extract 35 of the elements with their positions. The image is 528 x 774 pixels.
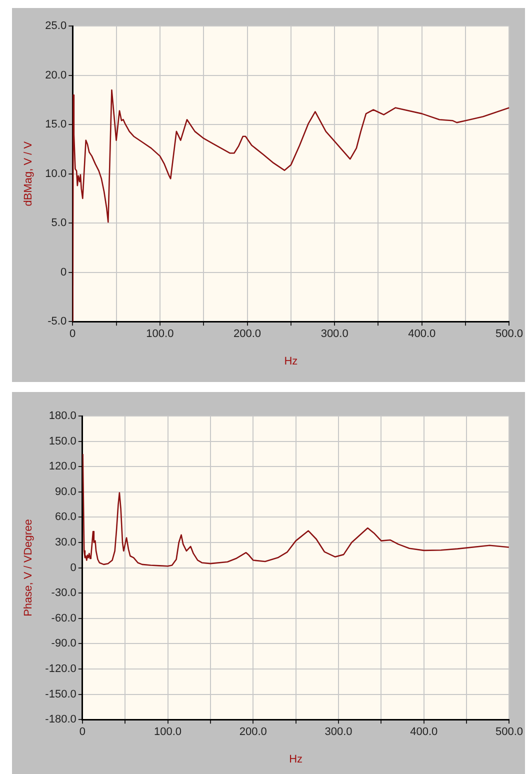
x-tick-label: 200.0 [239,726,267,738]
y-tick-label: 25.0 [45,20,67,32]
y-tick-label: -5.0 [48,316,67,328]
y-tick-label: 150.0 [48,435,76,448]
y-tick-label: -30.0 [51,587,76,600]
x-tick-label: 500.0 [495,328,523,340]
y-tick-label: -90.0 [51,638,76,650]
y-tick-label: -60.0 [51,612,76,624]
y-tick-label: 90.0 [54,486,76,498]
x-tick-label: 300.0 [320,328,348,340]
y-tick-label: 10.0 [45,168,67,180]
y-tick-label: 120.0 [48,460,76,473]
x-tick-label: 300.0 [324,726,352,738]
y-tick-label: -150.0 [45,688,76,700]
y-axis-title: Phase, V / VDegree [22,519,35,616]
x-tick-label: 400.0 [408,328,436,340]
x-tick-label: 100.0 [146,328,174,340]
y-tick-label: -180.0 [45,714,76,726]
y-tick-label: 30.0 [54,536,76,549]
y-tick-label: 0 [60,266,67,278]
x-tick-label: 0 [79,726,86,738]
x-tick-label: 200.0 [233,328,262,340]
y-axis-title: dBMag, V / V [22,140,35,206]
y-tick-label: 0 [70,562,76,574]
y-tick-label: 15.0 [45,118,67,131]
x-tick-label: 400.0 [410,726,438,738]
x-tick-label: 100.0 [154,726,182,738]
x-axis-title: Hz [289,753,303,766]
y-tick-label: 5.0 [51,217,67,230]
y-tick-label: 180.0 [48,410,76,422]
y-tick-label: 20.0 [45,69,67,82]
x-tick-label: 500.0 [495,726,523,738]
x-axis-title: Hz [284,355,298,368]
y-tick-label: 60.0 [54,511,76,524]
y-tick-label: -120.0 [45,663,76,676]
